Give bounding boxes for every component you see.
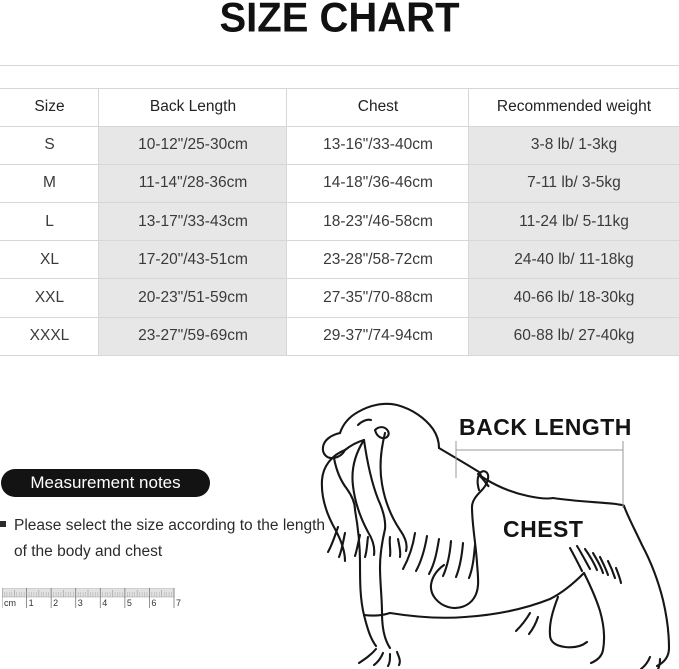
- svg-text:4: 4: [102, 598, 107, 608]
- svg-text:BACK LENGTH: BACK LENGTH: [459, 414, 632, 440]
- svg-text:6: 6: [151, 598, 156, 608]
- svg-text:1: 1: [29, 598, 34, 608]
- svg-text:5: 5: [127, 598, 132, 608]
- svg-text:2: 2: [53, 598, 58, 608]
- svg-text:cm: cm: [4, 598, 16, 608]
- svg-text:CHEST: CHEST: [503, 516, 583, 542]
- svg-text:7: 7: [176, 598, 181, 608]
- svg-text:3: 3: [78, 598, 83, 608]
